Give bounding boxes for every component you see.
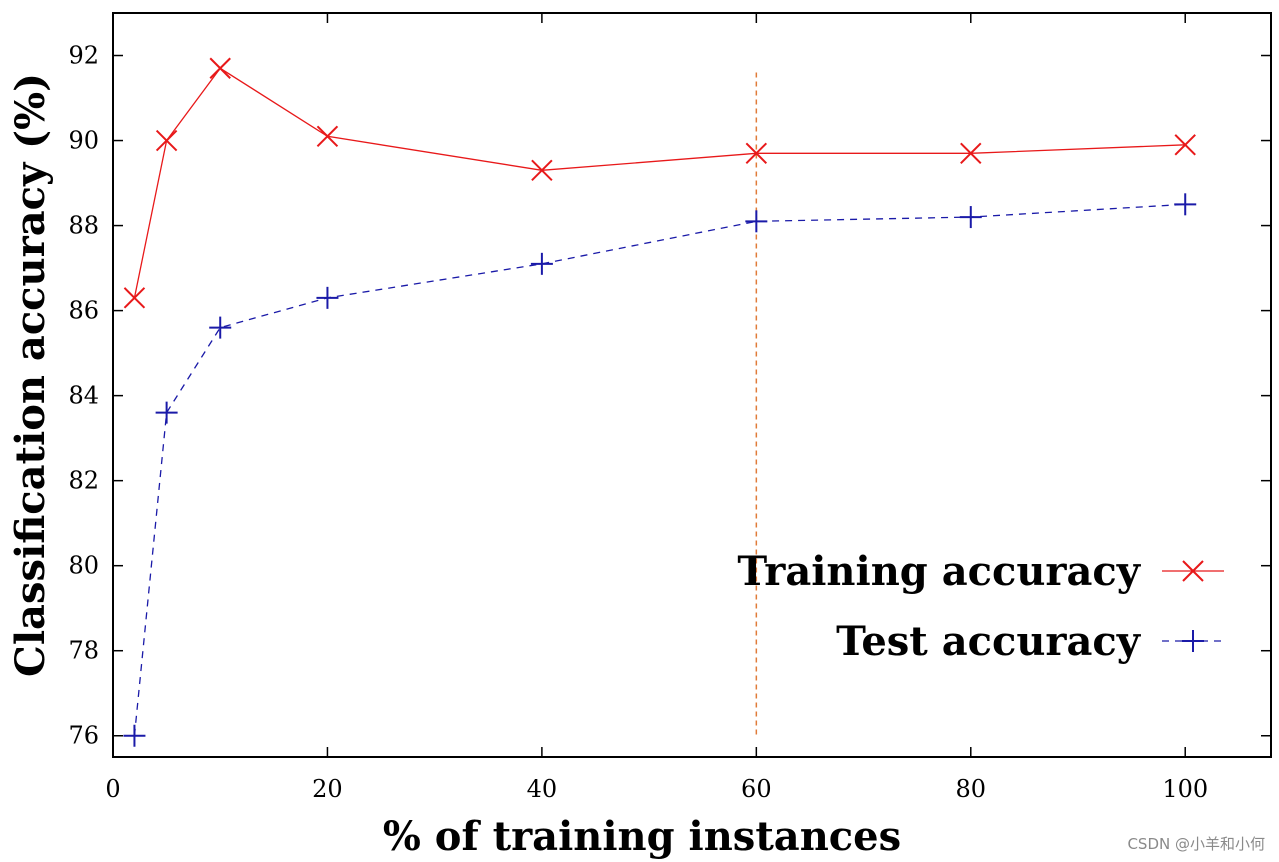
y-tick-label: 86 [68, 297, 99, 325]
series-line [133, 67, 1186, 298]
y-tick-label: 84 [68, 382, 99, 410]
x-tick-label: 100 [1162, 775, 1208, 803]
y-tick-label: 78 [68, 637, 99, 665]
series-2 [123, 193, 1197, 747]
x-tick-label: 60 [741, 775, 772, 803]
y-tick-label: 90 [68, 127, 99, 155]
x-tick-label: 80 [956, 775, 987, 803]
data-point [209, 57, 231, 79]
data-point [316, 125, 339, 147]
x-tick-label: 0 [105, 775, 120, 803]
y-axis-title: Classification accuracy (%) [7, 73, 54, 677]
x-axis-title: % of training instances [383, 813, 901, 860]
series-line [133, 203, 1186, 736]
data-point [531, 159, 553, 182]
y-tick-label: 92 [68, 42, 99, 70]
y-tick-label: 76 [68, 722, 99, 750]
x-axis: 0 20 40 60 80 100 [105, 13, 1208, 803]
legend-label: Training accuracy [737, 548, 1141, 595]
series-group [123, 57, 1197, 747]
series-1 [123, 57, 1196, 309]
watermark: CSDN @小羊和小何 [1127, 835, 1265, 853]
data-point [960, 142, 982, 165]
legend-marker [1182, 560, 1204, 582]
plot-frame [112, 12, 1272, 758]
data-point [123, 287, 146, 309]
legend-label: Test accuracy [836, 618, 1142, 665]
y-tick-label: 82 [68, 467, 99, 495]
y-axis: 76 78 80 82 84 86 88 90 92 [68, 42, 1271, 750]
data-point [1174, 134, 1196, 156]
y-tick-label: 88 [68, 212, 99, 240]
legend: Training accuracy Test accuracy [737, 548, 1224, 665]
y-tick-label: 80 [68, 552, 99, 580]
data-point [745, 142, 768, 165]
data-point [155, 129, 178, 152]
x-tick-label: 20 [312, 775, 343, 803]
x-tick-label: 40 [527, 775, 558, 803]
